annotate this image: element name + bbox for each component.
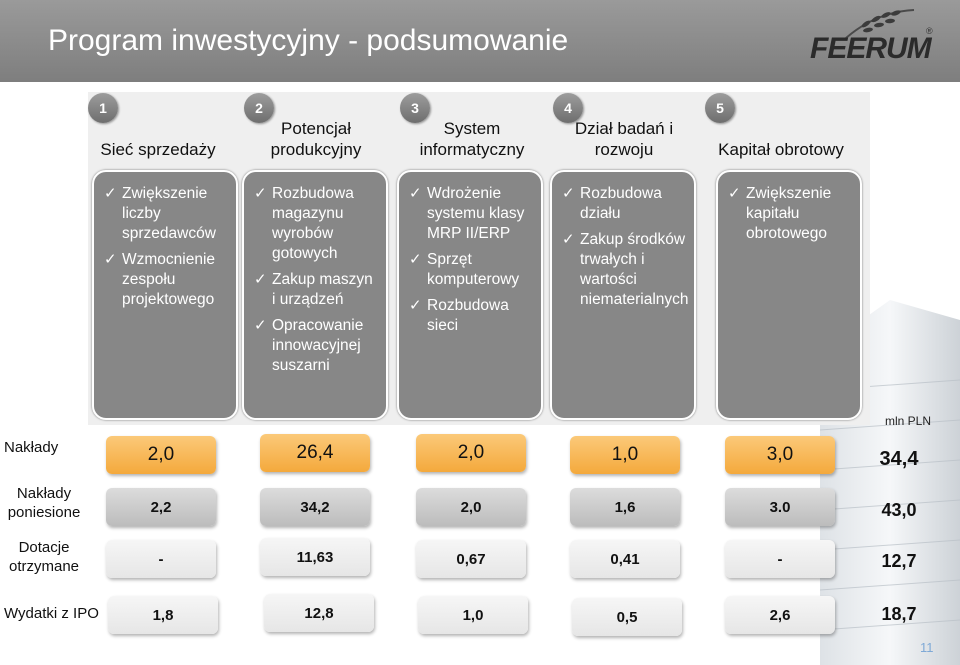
value-cell: - [106,540,216,578]
value-cell: 11,63 [260,538,370,576]
page-title: Program inwestycyjny - podsumowanie [48,24,569,57]
company-logo: FEERUM ® [806,8,936,68]
check-icon: ✓ [409,185,422,202]
value-cell: 0,5 [572,598,682,636]
column-title: Kapitał obrotowy [718,140,844,159]
column-number-badge: 5 [705,93,735,123]
value-cell: 1,8 [108,596,218,634]
row-total: 43,0 [881,500,917,520]
row-total: 12,7 [881,551,917,571]
column-number-badge: 2 [244,93,274,123]
list-item: ✓ Zakup środków trwałych i wartości niema… [562,231,689,308]
value-cell: - [725,540,835,578]
logo-text: FEERUM [810,32,932,65]
check-icon: ✓ [254,317,267,334]
check-icon: ✓ [254,185,267,202]
check-icon: ✓ [562,185,575,202]
list-item: ✓ Rozbudowa magazynu wyrobów gotowych [254,185,354,262]
value-cell: 0,41 [570,540,680,578]
check-icon: ✓ [104,251,117,268]
column-box: ✓ Rozbudowa magazynu wyrobów gotowych ✓ Za… [242,170,388,420]
list-item: ✓ Rozbudowa działu [562,185,662,222]
column-box: ✓ Rozbudowa działu ✓ Zakup środków trwałyc… [550,170,696,420]
value-cell: 2,0 [106,436,216,474]
row-total: 18,7 [881,604,917,624]
column-title: Potencjał produkcyjny [270,119,362,159]
column-number-badge: 3 [400,93,430,123]
value-cell: 26,4 [260,434,370,472]
column-title: Sieć sprzedaży [100,140,216,159]
value-cell: 3.0 [725,488,835,526]
row-label: Dotacje otrzymane [8,539,80,575]
check-icon: ✓ [728,185,741,202]
list-item: ✓ Zwiększenie liczby sprzedawców [104,185,216,242]
value-cell: 2,0 [416,434,526,472]
page-number: 11 [920,640,934,655]
row-label: Nakłady [4,439,59,456]
column-title: Dział badań i rozwoju [574,119,674,159]
check-icon: ✓ [562,231,575,248]
column-title: System informatyczny [419,119,525,159]
row-total: 34,4 [879,448,919,470]
value-cell: 2,0 [416,488,526,526]
check-icon: ✓ [409,251,422,268]
list-item: ✓ Rozbudowa sieci [409,297,509,334]
check-icon: ✓ [254,271,267,288]
check-icon: ✓ [104,185,117,202]
column-number-badge: 1 [88,93,118,123]
list-item: ✓ Zwiększenie kapitału obrotowego [728,185,832,242]
value-cell: 2,2 [106,488,216,526]
registered-mark: ® [926,26,933,36]
column-box: ✓ Zwiększenie kapitału obrotowego [716,170,862,420]
list-item: ✓ Opracowanie innowacyjnej suszarni [254,317,364,374]
value-cell: 1,6 [570,488,680,526]
column-box: ✓ Zwiększenie liczby sprzedawców ✓ Wzmocni… [92,170,238,420]
row-label: Wydatki z IPO [4,605,99,622]
value-cell: 3,0 [725,436,835,474]
value-cell: 0,67 [416,540,526,578]
value-cell: 2,6 [725,596,835,634]
value-cell: 1,0 [418,596,528,634]
column-number-badge: 4 [553,93,583,123]
value-cell: 34,2 [260,488,370,526]
header-bar: Program inwestycyjny - podsumowanie FEER… [0,0,960,82]
list-item: ✓ Wzmocnienie zespołu projektowego [104,251,216,308]
row-label: Nakłady poniesione [7,485,81,521]
value-cell: 12,8 [264,594,374,632]
unit-label: mln PLN [885,414,932,428]
list-item: ✓ Wdrożenie systemu klasy MRP II/ERP [409,185,525,242]
list-item: ✓ Zakup maszyn i urządzeń [254,271,373,308]
list-item: ✓ Sprzęt komputerowy [409,251,520,288]
check-icon: ✓ [409,297,422,314]
value-cell: 1,0 [570,436,680,474]
wheat-logo-icon [845,9,915,39]
column-box: ✓ Wdrożenie systemu klasy MRP II/ERP ✓ Spr… [397,170,543,420]
